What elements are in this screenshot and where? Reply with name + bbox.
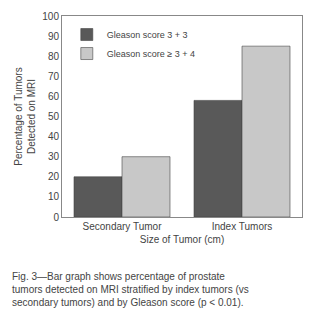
svg-text:Percentage of TumorsDetected o: Percentage of TumorsDetected on MRI — [13, 67, 37, 165]
svg-text:Gleason score ≥ 3 + 4: Gleason score ≥ 3 + 4 — [107, 49, 195, 59]
svg-text:100: 100 — [42, 11, 59, 22]
svg-text:70: 70 — [48, 71, 60, 82]
svg-text:secondary tumors) and by Gleas: secondary tumors) and by Gleason score (… — [12, 297, 244, 308]
svg-text:Index Tumors: Index Tumors — [212, 221, 273, 232]
svg-text:20: 20 — [48, 171, 60, 182]
svg-text:30: 30 — [48, 151, 60, 162]
svg-text:Secondary Tumor: Secondary Tumor — [83, 221, 163, 232]
svg-text:tumors detected on MRI stratif: tumors detected on MRI stratified by ind… — [12, 284, 249, 295]
svg-text:40: 40 — [48, 131, 60, 142]
svg-text:0: 0 — [53, 212, 59, 223]
svg-text:50: 50 — [48, 111, 60, 122]
svg-text:Gleason score 3 + 3: Gleason score 3 + 3 — [107, 30, 188, 40]
svg-text:10: 10 — [48, 191, 60, 202]
svg-text:Fig. 3—Bar graph shows percent: Fig. 3—Bar graph shows percentage of pro… — [12, 271, 225, 282]
svg-text:90: 90 — [48, 31, 60, 42]
svg-text:60: 60 — [48, 91, 60, 102]
svg-text:80: 80 — [48, 51, 60, 62]
svg-text:Size of Tumor (cm): Size of Tumor (cm) — [140, 234, 224, 245]
